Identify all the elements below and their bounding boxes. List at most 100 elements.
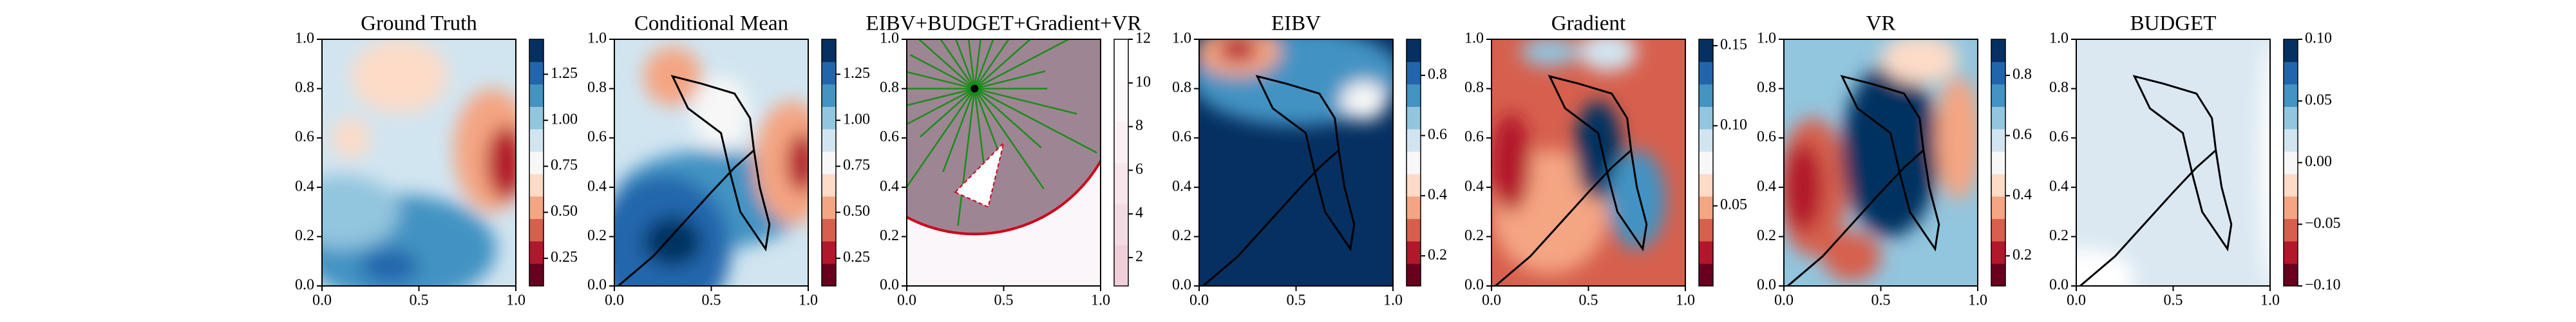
field-blob [1842,64,1939,237]
y-tick-label: 0.8 [587,79,607,96]
colorbar-step [2284,263,2298,287]
y-tick-label: 0.6 [880,129,899,146]
colorbar-step [1699,84,1713,107]
tree-branch [974,39,1010,90]
tree-branch [974,88,1001,157]
panel: EIBV 0.0 0.5 1.0 0.0 0.2 0.4 0.6 0.8 1.0 0.2 0.4 0.6… [1172,12,1447,309]
colorbar-tick-label: 0.10 [2305,30,2332,47]
y-tick-label: 0.8 [1757,79,1776,96]
y-tick-label: 0.8 [2049,79,2069,96]
x-tick-label: 1.0 [1383,292,1403,309]
field-blob [486,126,516,200]
panel-title: EIBV [1271,12,1321,35]
colorbar-tick-label: 1.00 [843,111,870,128]
colorbar-step [1991,39,2005,62]
heatmap-field [614,39,808,286]
panel-title: BUDGET [2130,12,2217,35]
colorbar-step [1406,263,1421,287]
panel-title: VR [1866,12,1896,35]
y-tick-label: 0.2 [295,227,314,244]
x-tick-label: 1.0 [1091,292,1110,309]
field-blob [1492,113,1531,213]
colorbar-step [2284,173,2298,197]
colorbar-step [1406,129,1421,152]
colorbar-step [529,151,544,175]
colorbar-tick-label: 12 [1135,30,1151,47]
heatmap-field [2076,39,2270,286]
colorbar-frame [1698,39,1714,287]
heatmap-field [1492,39,1685,286]
colorbar-tick-label: 0.15 [1720,36,1747,53]
field-blob [1340,81,1387,121]
y-tick-label: 0.6 [1464,129,1484,146]
heatmap-field [1784,39,1978,286]
x-tick-label: 0.5 [1871,292,1891,309]
colorbar-step [1991,196,2005,220]
x-tick-label: 0.0 [1482,292,1501,309]
colorbar-step [529,129,544,152]
colorbar-step [1114,245,1128,287]
colorbar-tick-label: 0.05 [1720,196,1747,213]
reach-boundary [907,158,1101,236]
colorbar-step [2284,241,2298,264]
panel-title: Conditional Mean [634,12,788,35]
colorbar-step [529,173,544,197]
field-blob [2260,39,2270,286]
colorbar-step [1991,61,2005,85]
panel: BUDGET 0.0 0.5 1.0 0.0 0.2 0.4 0.6 0.8 1.0 −0.10 −0… [2049,12,2341,309]
colorbar-tick-label: 2 [1135,248,1143,265]
colorbar-step [1114,80,1128,122]
y-tick-label: 0.0 [1757,277,1776,294]
colorbar-tick-label: 0.8 [1428,66,1447,83]
colorbar-frame [529,39,544,287]
colorbar-tick-label: 0.8 [2012,66,2032,83]
colorbar-tick-label: 0.4 [1428,186,1447,203]
colorbar-tick-label: 0.75 [551,157,578,174]
field-blob [1575,100,1622,200]
colorbar-step [1699,61,1713,85]
colorbar-step [1699,196,1713,220]
colorbar-step [1991,263,2005,287]
panel: VR 0.0 0.5 1.0 0.0 0.2 0.4 0.6 0.8 1.0 0.2 0.4 0.6 0.… [1757,12,2032,309]
field-blobs [1199,39,1393,126]
colorbar-step [1114,204,1128,245]
colorbar-step [1991,129,2005,152]
colorbar-tick-label: −0.05 [2305,215,2341,232]
colorbar-tick-label: 4 [1135,205,1143,222]
colorbar-tick-label: 10 [1135,73,1151,90]
y-tick-label: 0.0 [295,277,314,294]
y-tick-label: 1.0 [295,30,314,47]
y-tick-label: 0.6 [587,129,607,146]
x-tick-label: 0.0 [1189,292,1209,309]
y-tick-label: 0.4 [295,178,314,194]
tree-branch [907,88,975,106]
colorbar-step [529,263,544,287]
y-tick-label: 1.0 [1757,30,1776,47]
colorbar-step [2284,196,2298,220]
y-tick-label: 0.8 [295,79,314,96]
tree-branch [974,88,1045,189]
y-tick-label: 0.4 [1757,178,1776,194]
colorbar-tick-label: 1.25 [843,65,870,82]
colorbar-step [1699,241,1713,264]
colorbar-step [822,218,836,242]
colorbar-tick-label: 6 [1135,161,1143,178]
x-tick-label: 0.5 [1579,292,1598,309]
current-location [971,84,979,93]
field-blob [1218,39,1258,62]
colorbar-step [822,196,836,220]
colorbar-frame [1406,39,1421,287]
x-tick-label: 0.0 [2067,292,2086,309]
field-blob [361,249,419,284]
colorbar-frame [1113,39,1129,287]
y-tick-label: 0.8 [880,79,899,96]
tree-branch [957,88,976,226]
colorbar-step [1406,173,1421,197]
colorbar-step [2284,39,2298,62]
x-tick-label: 0.0 [312,292,332,309]
field-blob [1935,76,1978,200]
field-blob [1578,39,1637,71]
y-tick-label: 1.0 [1464,30,1484,47]
